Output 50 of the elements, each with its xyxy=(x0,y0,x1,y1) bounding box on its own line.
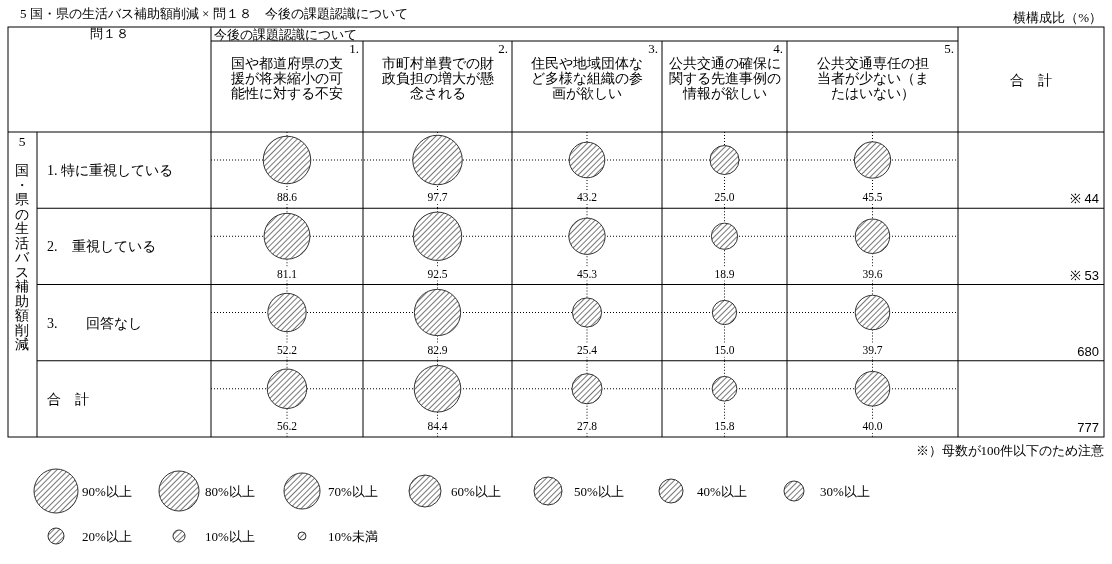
data-label: 84.4 xyxy=(427,420,448,432)
text: 70%以上 xyxy=(328,484,378,499)
data-label: 39.6 xyxy=(862,267,883,280)
y-tick-label: 2. 重視している xyxy=(47,239,156,255)
data-label: 45.5 xyxy=(862,191,883,204)
text: 60%以上 xyxy=(451,484,501,499)
data-label: 81.1 xyxy=(276,267,298,280)
x-tick-label: 2. 市町村単費での財政負担の増大が懸念される xyxy=(381,41,508,101)
data-label: 45.3 xyxy=(576,267,598,280)
data-label: 92.5 xyxy=(427,267,448,280)
data-label: 43.2 xyxy=(576,191,598,204)
y2-tick-label: 777 xyxy=(1077,420,1099,435)
data-label: 40.0 xyxy=(862,420,883,432)
text: 5 国・県の生活バス補助額削減 xyxy=(15,134,29,352)
y2-tick-label: 680 xyxy=(1077,343,1099,359)
x-tick-label: 1. 国や都道府県の支援が将来縮小の可能性に対する不安 xyxy=(231,41,359,101)
chart-title: 5 国・県の生活バス補助額削減 × 問１８ 今後の課題認識について xyxy=(20,6,408,21)
data-label: 25.4 xyxy=(576,343,598,356)
data-label: 88.6 xyxy=(276,191,298,204)
text: 10%未満 xyxy=(328,529,378,544)
data-label: 15.0 xyxy=(714,343,735,356)
data-label: 82.9 xyxy=(427,343,448,356)
y2-tick-label: ※ 44 xyxy=(1069,191,1099,207)
data-label: 56.2 xyxy=(276,420,298,432)
text: 20%以上 xyxy=(82,529,132,544)
data-label: 18.9 xyxy=(714,267,735,280)
text: 40%以上 xyxy=(697,484,747,499)
data-label: 25.0 xyxy=(714,191,735,204)
x-axis-title: 今後の課題認識について xyxy=(214,27,357,42)
y2-axis-title: 合 計 xyxy=(1010,72,1052,88)
text: 横構成比（%） xyxy=(1013,10,1102,25)
y2-tick-label: ※ 53 xyxy=(1069,267,1099,283)
text: ※）母数が100件以下のため注意 xyxy=(915,443,1104,458)
y-tick-label: 3. 回答なし xyxy=(47,315,142,331)
data-label: 39.7 xyxy=(862,343,883,356)
data-label: 97.7 xyxy=(427,191,448,204)
data-label: 52.2 xyxy=(276,343,298,356)
category-label: 5. 公共交通専任の担当者が少ない（またはいない） xyxy=(816,41,954,101)
text: 50%以上 xyxy=(574,484,624,499)
text: 80%以上 xyxy=(205,484,255,499)
data-label: 27.8 xyxy=(576,420,598,432)
text: 30%以上 xyxy=(820,484,870,499)
data-label: 15.8 xyxy=(714,420,735,432)
text: 問１８ xyxy=(90,26,129,41)
text: 10%以上 xyxy=(205,529,255,544)
text: 90%以上 xyxy=(82,484,132,499)
y-tick-label: 合 計 xyxy=(47,391,89,407)
y-tick-label: 1. 特に重視している xyxy=(47,163,173,179)
x-tick-label: 4. 公共交通の確保に関する先進事例の情報が欲しい xyxy=(668,41,783,101)
x-tick-label: 3. 住民や地域団体など多様な組織の参画が欲しい xyxy=(530,41,658,101)
